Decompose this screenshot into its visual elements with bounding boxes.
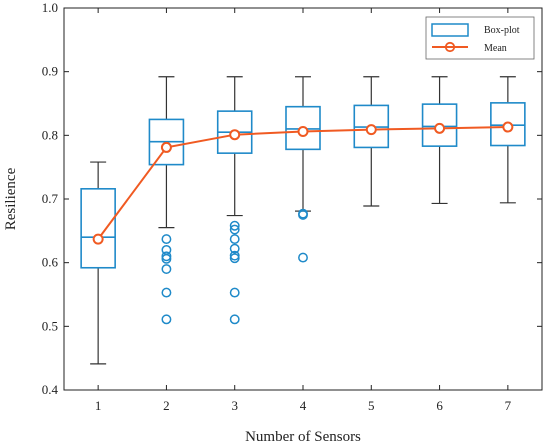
outlier-point	[161, 264, 172, 274]
y-tick-label: 0.4	[42, 382, 59, 397]
x-tick-label: 7	[505, 398, 512, 413]
y-tick-label: 0.8	[42, 127, 58, 142]
mean-point	[365, 124, 377, 136]
legend-mean-marker	[444, 41, 456, 53]
y-tick-label: 0.7	[42, 191, 59, 206]
outlier-point	[229, 234, 240, 245]
x-axis-title: Number of Sensors	[245, 429, 361, 445]
legend-frame	[425, 16, 535, 60]
mean-point	[160, 141, 172, 153]
x-tick-label: 5	[368, 398, 375, 413]
legend-box-swatch	[431, 23, 469, 37]
mean-point	[434, 122, 446, 134]
outlier-point	[229, 224, 240, 235]
x-tick-label: 3	[231, 398, 238, 413]
axis-ticks: 0.4 0.5 0.6 0.7 0.8 0.9 1.0 1 2 3 4 5 6 7	[42, 0, 542, 413]
outlier-point	[229, 220, 240, 231]
iqr-box	[285, 105, 321, 151]
y-tick-label: 0.6	[42, 255, 59, 270]
x-tick-label: 4	[300, 398, 307, 413]
y-tick-label: 1.0	[42, 0, 58, 15]
legend-box-label: Box-plot	[484, 25, 520, 36]
mean-point	[502, 121, 514, 133]
outlier-point	[298, 252, 308, 263]
y-tick-label: 0.5	[42, 318, 58, 333]
y-axis-title: Resilience	[3, 167, 19, 230]
outlier-point	[229, 243, 240, 254]
x-tick-label: 6	[436, 398, 443, 413]
outlier-point	[298, 209, 308, 220]
outlier-point	[161, 287, 172, 298]
x-tick-label: 1	[95, 398, 102, 413]
y-tick-label: 0.9	[42, 64, 58, 79]
mean-point	[297, 126, 309, 138]
outlier-point	[229, 253, 240, 264]
outlier-point	[229, 287, 240, 298]
mean-point	[229, 129, 241, 141]
mean-series	[92, 121, 514, 245]
outlier-point	[161, 314, 172, 325]
iqr-box	[80, 188, 116, 269]
legend: Box-plot Mean	[425, 16, 535, 60]
legend-mean-label: Mean	[484, 43, 507, 54]
x-tick-label: 2	[163, 398, 170, 413]
mean-point	[92, 233, 104, 245]
outlier-point	[161, 234, 172, 245]
box-group-1	[80, 161, 116, 365]
outlier-point	[161, 253, 172, 264]
outlier-point	[229, 314, 240, 325]
